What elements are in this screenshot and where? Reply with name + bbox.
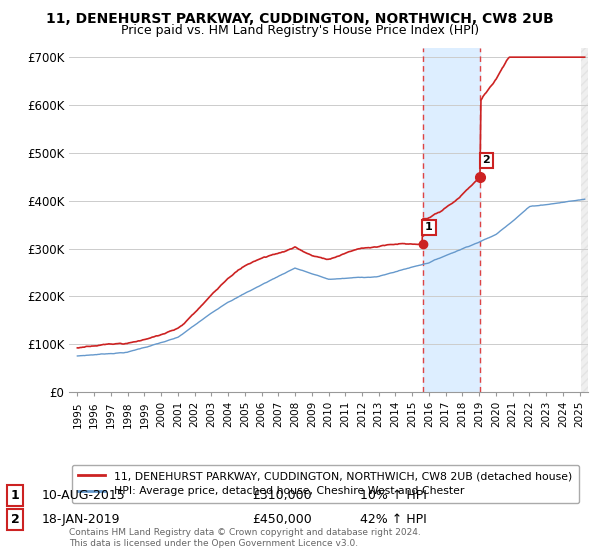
Text: 1: 1 — [425, 222, 433, 232]
Text: 1: 1 — [11, 489, 19, 502]
Text: 18-JAN-2019: 18-JAN-2019 — [42, 513, 121, 526]
Text: 42% ↑ HPI: 42% ↑ HPI — [360, 513, 427, 526]
Text: 10% ↑ HPI: 10% ↑ HPI — [360, 489, 427, 502]
Text: Price paid vs. HM Land Registry's House Price Index (HPI): Price paid vs. HM Land Registry's House … — [121, 24, 479, 36]
Legend: 11, DENEHURST PARKWAY, CUDDINGTON, NORTHWICH, CW8 2UB (detached house), HPI: Ave: 11, DENEHURST PARKWAY, CUDDINGTON, NORTH… — [72, 465, 579, 503]
Text: Contains HM Land Registry data © Crown copyright and database right 2024.
This d: Contains HM Land Registry data © Crown c… — [69, 528, 421, 548]
Text: £310,000: £310,000 — [252, 489, 311, 502]
Bar — [422, 48, 480, 392]
Text: 10-AUG-2015: 10-AUG-2015 — [42, 489, 126, 502]
Bar — [581, 48, 588, 392]
Text: 2: 2 — [11, 513, 19, 526]
Text: £450,000: £450,000 — [252, 513, 312, 526]
Text: 11, DENEHURST PARKWAY, CUDDINGTON, NORTHWICH, CW8 2UB: 11, DENEHURST PARKWAY, CUDDINGTON, NORTH… — [46, 12, 554, 26]
Text: 2: 2 — [482, 155, 490, 165]
